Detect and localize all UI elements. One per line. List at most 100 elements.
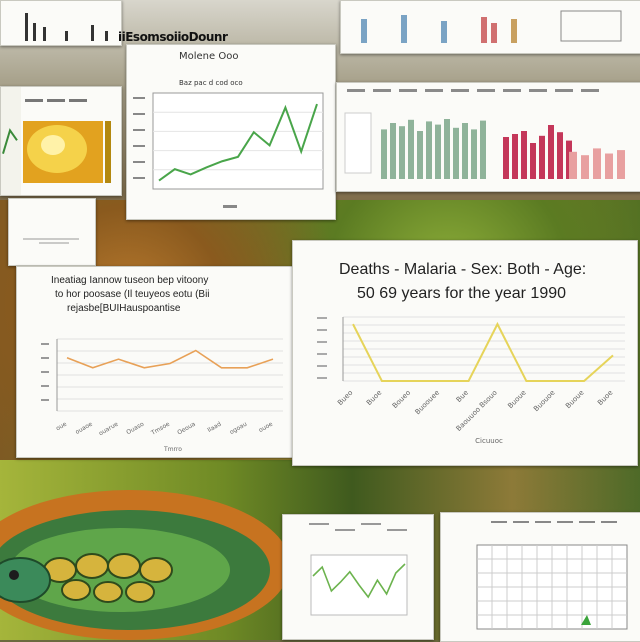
tc-xlabel-mark [223, 205, 237, 208]
rb-bar-s1 [471, 129, 477, 179]
small-paper [8, 198, 96, 266]
rb-bar-s2 [530, 143, 536, 179]
mc-xtick-label: Bue [455, 389, 470, 404]
rb-bar-s2 [557, 132, 563, 179]
rb-bar-s3 [593, 148, 601, 179]
rb-bar-s2 [539, 135, 545, 179]
bl-text-mark [387, 529, 407, 531]
lc-series-line [2, 128, 18, 154]
top-center-chart-subtitle: Molene Ooo [179, 51, 239, 62]
lm-xtick-label: Ilaad [206, 421, 222, 434]
lm-xlabel: Tmrro [163, 446, 182, 453]
rb-header-mark [503, 89, 521, 92]
left-mid-chart-title-line-2: to hor poosase (Il teuyeos eotu (Bii [55, 289, 210, 300]
right-top-bar-card [336, 82, 640, 192]
tc-ytick-label [133, 129, 145, 131]
br-header-mark [513, 521, 529, 523]
left-card [0, 86, 122, 196]
bottom-left-card [282, 514, 434, 640]
br-header-mark [535, 521, 551, 523]
rb-bar-s3 [569, 151, 577, 179]
top-center-chart-caption: Baz pac d cod oco [179, 79, 243, 87]
tc-series-line [158, 103, 318, 182]
lm-xtick-label: oue [55, 421, 68, 433]
rb-header-mark [555, 89, 573, 92]
mc-ytick-mark [317, 353, 327, 355]
bl-text-mark [309, 523, 329, 525]
lm-ytick-mark [41, 371, 49, 373]
bottom-right-card [440, 512, 640, 642]
bl-text-mark [335, 529, 355, 531]
bl-series-line [312, 563, 406, 599]
mc-xtick-label: Bueo [336, 389, 354, 407]
br-header-mark [491, 521, 507, 523]
br-plant-marker [581, 615, 591, 625]
top-center-chart [133, 92, 324, 208]
rb-bar-s3 [605, 153, 613, 179]
tc-ytick-label [133, 161, 145, 163]
rb-header-mark [373, 89, 391, 92]
banner-title: iiEsomsoiioDounr [118, 30, 228, 44]
rb-side-box [344, 112, 372, 174]
lm-ytick-mark [41, 343, 49, 345]
left-card-chart [1, 87, 111, 195]
top-left-bars [25, 13, 108, 41]
right-top-bar-chart [344, 89, 625, 179]
rb-bar-s1 [444, 119, 450, 179]
mc-ytick-mark [317, 377, 327, 379]
bottom-right-table [476, 521, 628, 630]
lm-xtick-label: ouoe [258, 421, 275, 435]
rb-bar-s3 [617, 150, 625, 179]
rb-bar-s1 [426, 121, 432, 179]
mc-ytick-mark [317, 365, 327, 367]
mc-xtick-label: Buoe [365, 389, 383, 407]
rb-header-mark [399, 89, 417, 92]
mc-ytick-mark [317, 341, 327, 343]
main-chart-title-line-1: Deaths - Malaria - Sex: Both - Age: [339, 261, 587, 278]
rb-bar-s1 [381, 129, 387, 179]
mc-xtick-label: Buouoe [532, 389, 556, 413]
rb-header-mark [347, 89, 365, 92]
mc-ytick-mark [317, 317, 327, 319]
lm-series-line [66, 349, 274, 369]
mc-xtick-label: Buoe [596, 389, 614, 407]
lm-ytick-mark [41, 399, 49, 401]
lm-xtick-label: Tmsoe [149, 421, 171, 438]
lm-xtick-label: ouaoe [74, 421, 94, 436]
top-left-strip [0, 0, 122, 46]
mc-xtick-label: Buoouee [414, 389, 441, 416]
lc-title-mark [69, 99, 87, 102]
top-right-mini-bars [361, 10, 622, 43]
main-chart-card: Deaths - Malaria - Sex: Both - Age: 50 6… [292, 240, 638, 466]
left-mid-chart: oue ouaoe ouarue Ouaso Tmsoe Oeoua Ilaad ogoau o… [41, 338, 283, 453]
rb-bar-s3 [581, 155, 589, 179]
lizard-image [0, 490, 290, 640]
main-chart-title-line-2: 50 69 years for the year 1990 [357, 285, 567, 302]
rb-bar-s1 [390, 123, 396, 179]
heatmap-colorbar [105, 121, 111, 183]
rb-bar-s2 [503, 137, 509, 179]
bottom-left-chart [309, 523, 408, 616]
small-paper-marks [23, 238, 79, 244]
lm-xtick-label: ouarue [98, 421, 120, 438]
left-mid-chart-card: Ineatiag Iannow tuseon bep vitoony to ho… [16, 266, 294, 458]
rb-header-mark [477, 89, 495, 92]
lm-ytick-mark [41, 385, 49, 387]
tc-ytick-label [133, 113, 145, 115]
rb-bar-s2 [548, 125, 554, 179]
lm-xtick-label: Oeoua [176, 421, 197, 437]
br-header-mark [601, 521, 617, 523]
lc-title-mark [25, 99, 43, 102]
tc-plot-frame [152, 92, 324, 190]
rb-bar-s1 [462, 123, 468, 179]
mc-xlabel: Cicuuoc [475, 437, 503, 445]
br-header-mark [579, 521, 595, 523]
br-header-mark [557, 521, 573, 523]
top-right-strip [340, 0, 640, 54]
rb-bar-s1 [453, 127, 459, 179]
rb-bar-s1 [417, 131, 423, 179]
mc-xtick-label: Boueo [391, 389, 412, 410]
rb-bar-s1 [480, 120, 486, 179]
lm-xtick-label: Ouaso [125, 421, 145, 437]
